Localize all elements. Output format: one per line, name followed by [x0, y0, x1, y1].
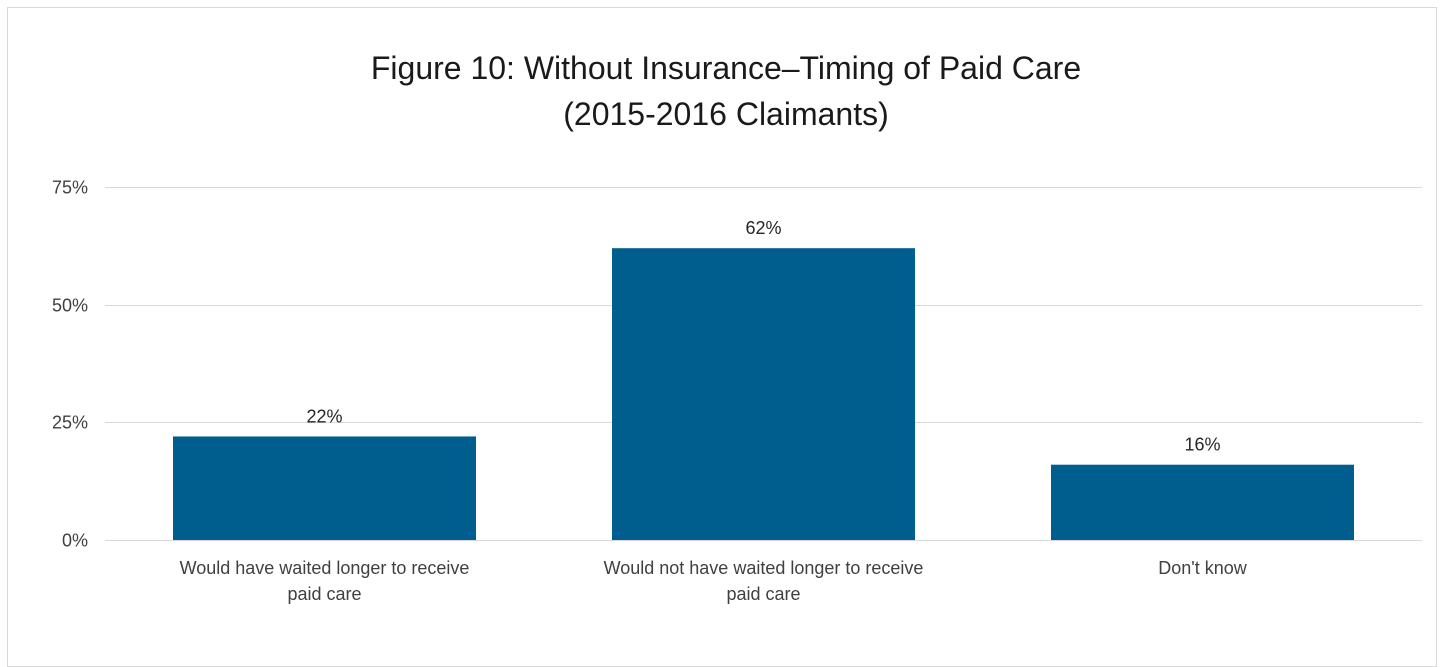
y-tick-label: 25%	[52, 413, 88, 433]
x-tick-label: Would have waited longer to receive paid …	[180, 558, 470, 604]
bar	[1051, 464, 1354, 540]
bar	[612, 248, 915, 541]
bar-chart: 0% 25% 50% 75% 22% 62% 16% Would have waited …	[52, 178, 1422, 604]
chart-subtitle: (2015-2016 Claimants)	[563, 96, 889, 132]
y-tick-label: 75%	[52, 178, 88, 198]
y-tick-label: 0%	[62, 531, 88, 551]
x-axis-tick-labels: Would have waited longer to receive paid …	[180, 558, 1248, 604]
bar	[173, 436, 476, 540]
bars	[173, 248, 1354, 541]
x-tick-label: Don't know	[1158, 558, 1247, 578]
data-label: 16%	[1184, 435, 1220, 455]
data-label: 62%	[745, 218, 781, 238]
y-axis-tick-labels: 0% 25% 50% 75%	[52, 178, 88, 551]
x-tick-label: Would not have waited longer to receive p…	[604, 558, 924, 604]
data-labels: 22% 62% 16%	[306, 218, 1220, 455]
data-label: 22%	[306, 406, 342, 426]
chart-title: Figure 10: Without Insurance–Timing of P…	[370, 50, 1082, 86]
chart-title-block: Figure 10: Without Insurance–Timing of P…	[0, 45, 1452, 137]
y-tick-label: 50%	[52, 296, 88, 316]
